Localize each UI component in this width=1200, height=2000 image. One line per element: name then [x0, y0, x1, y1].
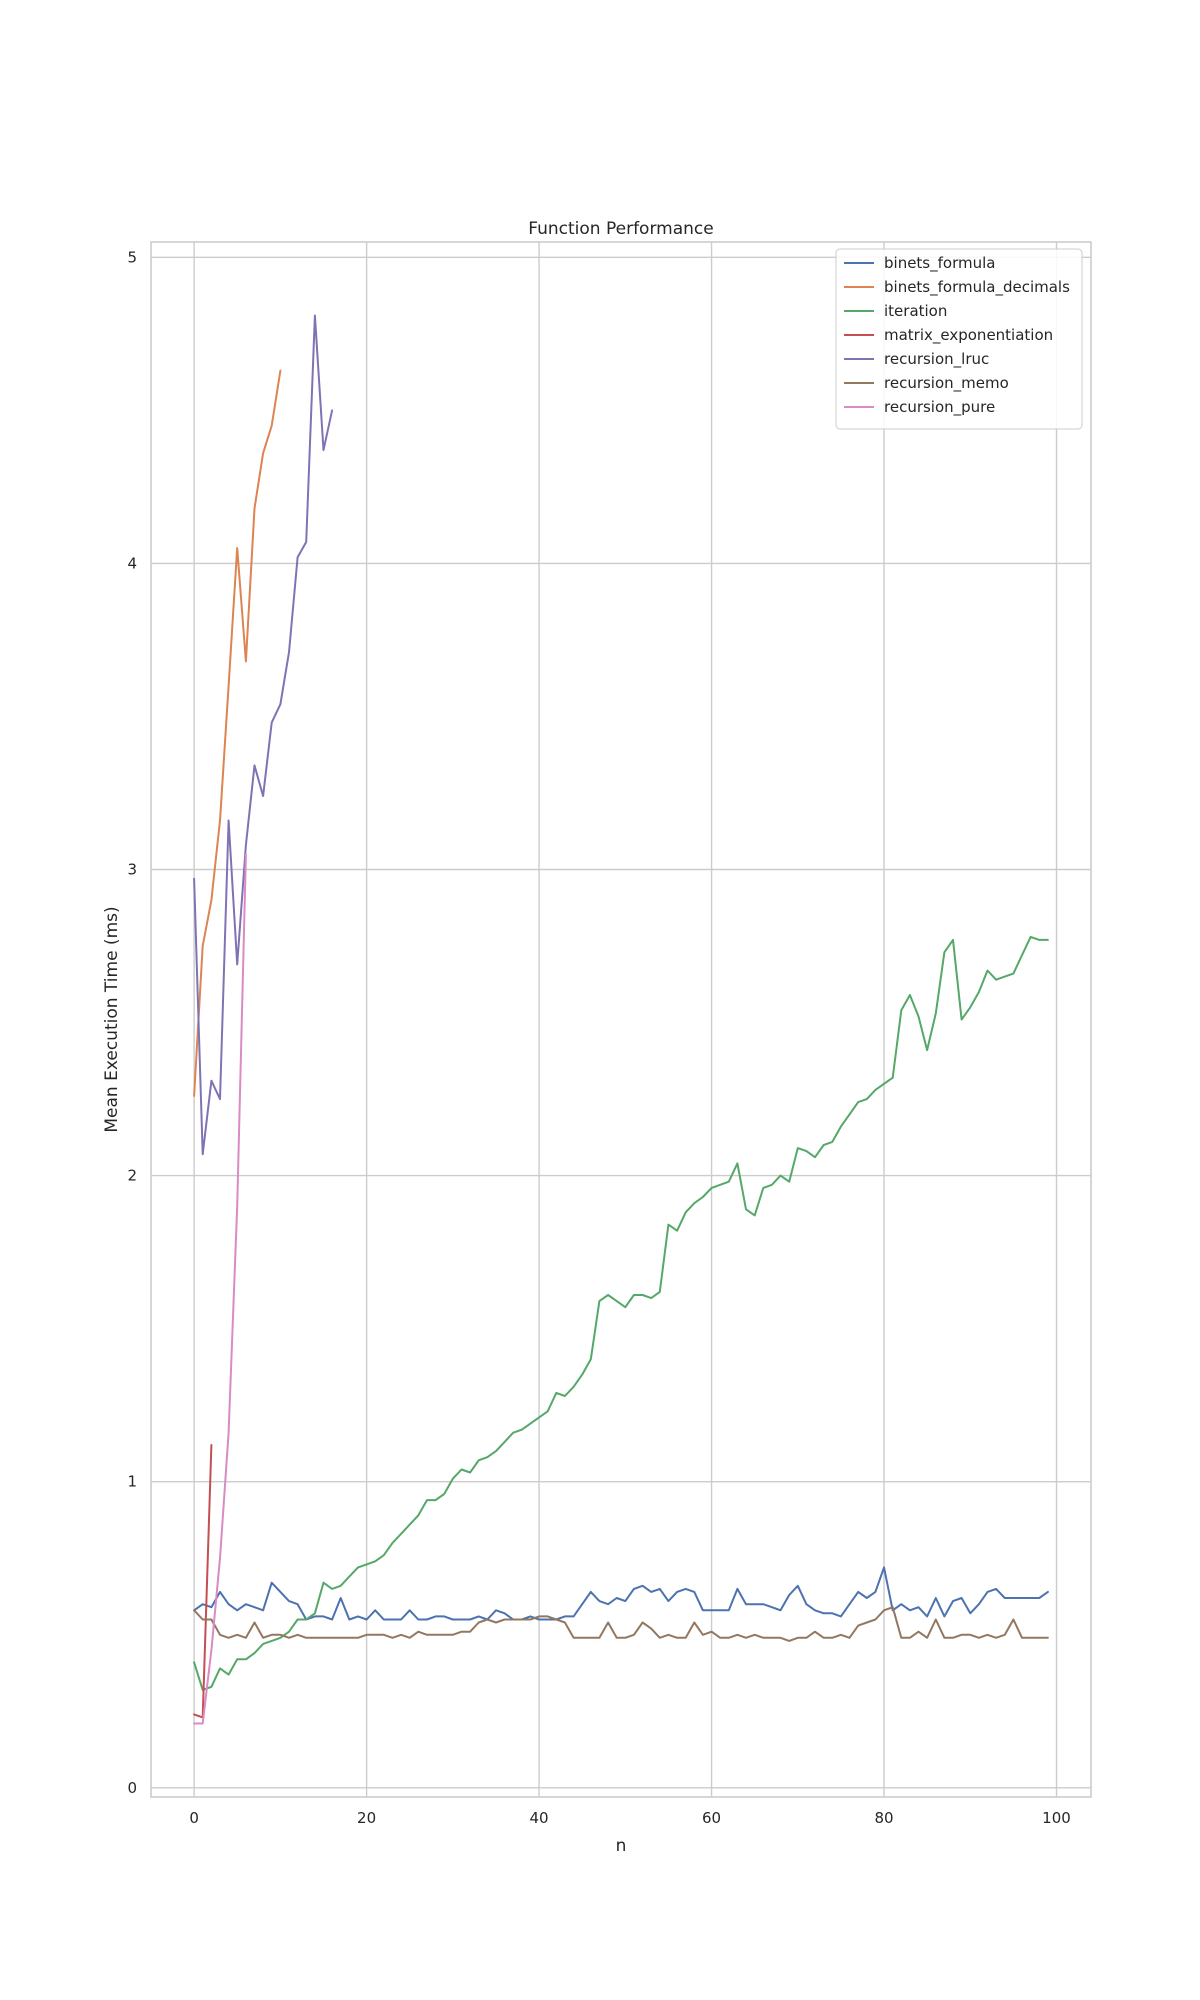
- legend-label: recursion_pure: [884, 398, 995, 417]
- y-tick-label: 1: [127, 1473, 137, 1491]
- y-tick-label: 0: [127, 1779, 137, 1797]
- series-line-iteration: [193, 935, 1049, 1691]
- x-axis-label: n: [616, 1836, 627, 1856]
- y-tick-label: 3: [127, 861, 137, 879]
- x-tick-label: 80: [874, 1809, 893, 1827]
- legend-label: recursion_lruc: [884, 350, 989, 369]
- plot-lines: [193, 314, 1049, 1725]
- y-axis-label: Mean Execution Time (ms): [102, 906, 122, 1132]
- x-tick-label: 20: [357, 1809, 376, 1827]
- legend: binets_formula binets_formula_decimalsite…: [835, 248, 1083, 430]
- x-tick-label: 60: [702, 1809, 721, 1827]
- y-tick-label: 5: [127, 248, 137, 266]
- grid: [151, 242, 1091, 1797]
- chart-title: Function Performance: [528, 219, 713, 239]
- legend-label: matrix_exponentiation: [884, 326, 1053, 345]
- x-tick-label: 0: [189, 1809, 199, 1827]
- y-tick-label: 4: [127, 554, 137, 572]
- series-line-recursion-lruc: [193, 314, 334, 1156]
- legend-box: [835, 248, 1083, 430]
- series-line-binets-formula: [193, 1566, 1049, 1621]
- series-line-recursion-memo: [193, 1606, 1049, 1642]
- legend-label: iteration: [884, 302, 947, 320]
- y-tick-label: 2: [127, 1167, 137, 1185]
- plot-frame: [150, 241, 1092, 1798]
- legend-label: binets_formula: [884, 254, 995, 273]
- x-tick-label: 100: [1042, 1809, 1071, 1827]
- series-line-recursion-pure: [193, 853, 247, 1725]
- x-tick-label: 40: [530, 1809, 549, 1827]
- legend-label: recursion_memo: [884, 374, 1009, 393]
- legend-label: binets_formula_decimals: [884, 278, 1070, 297]
- series-line-binets-formula-decimals: [193, 369, 282, 1097]
- tick-labels: 0 20 40 60 80 100 0 1 2 3 4 5: [127, 248, 1070, 1827]
